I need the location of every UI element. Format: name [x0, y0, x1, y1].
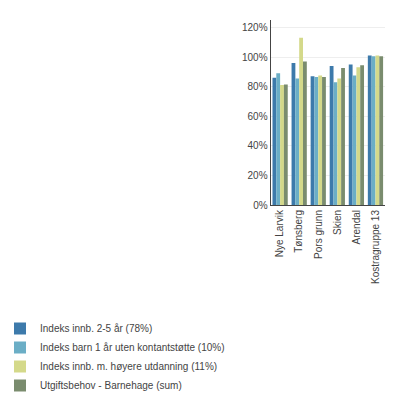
svg-text:Indeks innb. m. høyere utdanni: Indeks innb. m. høyere utdanning (11%)	[40, 361, 217, 372]
svg-text:60%: 60%	[248, 111, 268, 122]
svg-text:80%: 80%	[248, 81, 268, 92]
svg-text:20%: 20%	[248, 170, 268, 181]
svg-text:Tønsberg: Tønsberg	[293, 210, 304, 253]
svg-text:40%: 40%	[248, 140, 268, 151]
svg-text:Skien: Skien	[332, 210, 343, 235]
svg-text:Pors grunn: Pors grunn	[313, 210, 324, 259]
svg-text:Indeks innb. 2-5 år (78%): Indeks innb. 2-5 år (78%)	[40, 323, 152, 334]
svg-text:0%: 0%	[253, 200, 268, 211]
svg-text:100%: 100%	[242, 52, 268, 63]
svg-text:Indeks barn 1 år uten kontants: Indeks barn 1 år uten kontantstøtte (10%…	[40, 342, 225, 353]
svg-text:Kostragruppe 13: Kostragruppe 13	[370, 210, 381, 284]
svg-text:Arendal: Arendal	[351, 210, 362, 244]
svg-text:120%: 120%	[242, 22, 268, 33]
svg-text:Nye Larvik: Nye Larvik	[274, 209, 285, 257]
svg-text:Utgiftsbehov - Barnehage (sum): Utgiftsbehov - Barnehage (sum)	[40, 380, 182, 391]
